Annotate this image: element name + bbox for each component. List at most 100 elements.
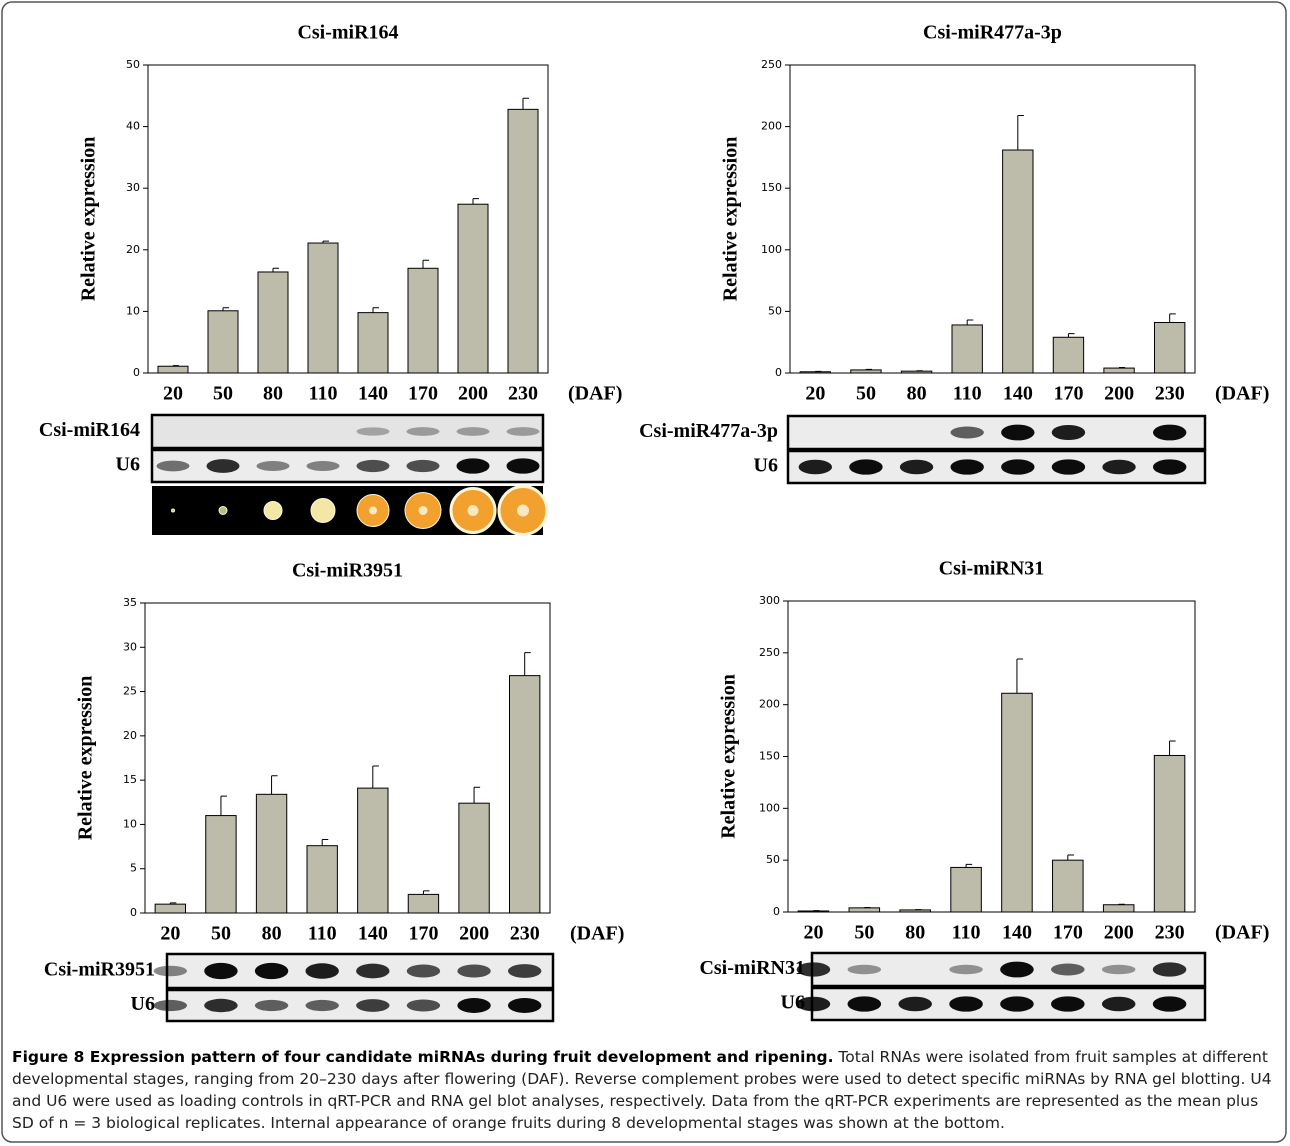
bar — [206, 816, 236, 913]
y-tick-label: 30 — [123, 640, 137, 653]
blot-band — [950, 459, 983, 474]
blot-band — [950, 427, 983, 439]
y-tick-label: 100 — [759, 801, 780, 814]
error-bar — [423, 260, 429, 268]
caption-label: Figure 8 Expression pattern of four cand… — [12, 1048, 833, 1066]
blot-band — [949, 996, 983, 1011]
x-tick-label: 20 — [163, 383, 183, 405]
y-axis-label: Relative expression — [78, 137, 100, 302]
error-bar — [373, 308, 379, 313]
blot-label: Csi-miR3951 — [44, 959, 155, 981]
y-tick-label: 200 — [759, 698, 780, 711]
blot — [788, 416, 1205, 449]
bar — [358, 788, 388, 913]
y-tick-label: 300 — [759, 594, 780, 607]
caption: Figure 8 Expression pattern of four cand… — [12, 1046, 1274, 1134]
fruit — [172, 509, 175, 512]
bar — [408, 268, 438, 373]
blot-band — [849, 459, 882, 474]
blot-band — [848, 965, 882, 975]
fruit-core — [369, 507, 377, 515]
bar — [901, 371, 931, 373]
y-tick-label: 150 — [759, 750, 780, 763]
x-tick-label: 200 — [1104, 383, 1134, 405]
chart-title: Csi-miRN31 — [939, 558, 1045, 580]
error-bar — [1068, 334, 1074, 338]
x-tick-label: 110 — [309, 383, 338, 405]
x-tick-label: 80 — [263, 383, 283, 405]
error-bar — [221, 796, 227, 815]
x-tick-label: 80 — [905, 922, 925, 944]
x-tick-label: 110 — [308, 923, 337, 945]
x-tick-label: 140 — [358, 923, 388, 945]
x-tick-label: 230 — [1155, 383, 1185, 405]
blot-band — [457, 998, 490, 1013]
bar — [308, 243, 338, 373]
bar — [1154, 755, 1185, 912]
x-tick-label: 200 — [459, 923, 489, 945]
y-tick-label: 30 — [126, 181, 140, 194]
x-tick-label: 50 — [856, 383, 876, 405]
y-axis-label: Relative expression — [720, 137, 742, 302]
y-tick-label: 50 — [768, 304, 782, 317]
bar — [208, 311, 238, 373]
blot-band — [1153, 425, 1186, 441]
blot-band — [1052, 425, 1085, 440]
bar — [851, 370, 881, 373]
bar — [510, 676, 540, 913]
x-tick-label: 50 — [213, 383, 233, 405]
error-bar — [273, 268, 279, 272]
blot-band — [257, 461, 290, 471]
blot-band — [508, 964, 541, 978]
fruit-core — [517, 505, 529, 517]
fruit — [219, 507, 227, 515]
bar — [1104, 368, 1134, 373]
y-tick-label: 0 — [133, 366, 140, 379]
x-tick-label: 140 — [358, 383, 388, 405]
chart-title: Csi-miR3951 — [292, 560, 403, 582]
error-bar — [1018, 116, 1024, 150]
x-tick-label: 230 — [508, 383, 538, 405]
y-tick-label: 100 — [761, 243, 782, 256]
error-bar — [373, 766, 379, 788]
bar — [458, 204, 488, 373]
blot-label: U6 — [116, 454, 140, 476]
blot-band — [1153, 996, 1187, 1011]
bar — [256, 794, 286, 913]
y-tick-label: 20 — [123, 729, 137, 742]
blot-band — [799, 460, 832, 475]
bar — [849, 908, 880, 912]
y-tick-label: 250 — [761, 58, 782, 71]
blot-band — [305, 963, 338, 979]
bar — [1155, 322, 1185, 373]
y-tick-label: 10 — [126, 304, 140, 317]
error-bar — [473, 199, 479, 205]
bar — [1002, 693, 1033, 912]
blot-band — [848, 996, 882, 1011]
blot-band — [204, 999, 237, 1012]
error-bar — [1119, 904, 1125, 905]
bar — [258, 272, 288, 373]
y-axis-label: Relative expression — [718, 674, 740, 839]
y-axis-label: Relative expression — [75, 676, 97, 841]
blot-band — [1102, 997, 1136, 1012]
plot-frame — [790, 65, 1195, 373]
bar — [1053, 337, 1083, 373]
blot-band — [457, 458, 490, 473]
y-tick-label: 40 — [126, 120, 140, 133]
blot-band — [1001, 459, 1034, 474]
bar — [158, 366, 188, 373]
blot-band — [1102, 965, 1136, 975]
chart-title: Csi-miR477a-3p — [923, 22, 1062, 44]
fruit — [311, 499, 335, 523]
blot-band — [1102, 460, 1135, 475]
x-axis-label: (DAF) — [1215, 922, 1269, 944]
x-tick-label: 80 — [907, 383, 927, 405]
error-bar — [1170, 741, 1176, 756]
bar — [1003, 150, 1033, 373]
x-axis-label: (DAF) — [570, 923, 624, 945]
blot-label: U6 — [131, 993, 155, 1015]
blot-band — [898, 997, 932, 1012]
y-tick-label: 0 — [773, 905, 780, 918]
blot-band — [255, 963, 288, 979]
